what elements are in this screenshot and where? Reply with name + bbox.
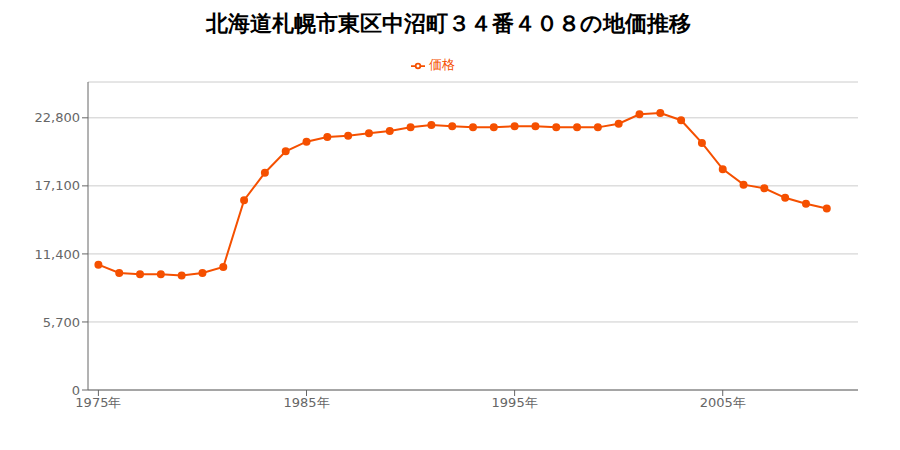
svg-text:1975年: 1975年: [75, 395, 121, 410]
html-text:北海道札幌市東区中沼町３４番４０８の地価推移: 北海道札幌市東区中沼町３４番４０８の地価推移: [205, 11, 691, 36]
svg-text:0: 0: [72, 383, 80, 398]
svg-text:2005年: 2005年: [700, 395, 746, 410]
svg-text:17,100: 17,100: [35, 178, 81, 193]
svg-text:11,400: 11,400: [35, 247, 81, 262]
svg-text:22,800: 22,800: [35, 110, 81, 125]
html-text:価格: 価格: [429, 57, 455, 72]
svg-text:1985年: 1985年: [283, 395, 329, 410]
svg-text:5,700: 5,700: [43, 315, 80, 330]
svg-text:1995年: 1995年: [492, 395, 538, 410]
